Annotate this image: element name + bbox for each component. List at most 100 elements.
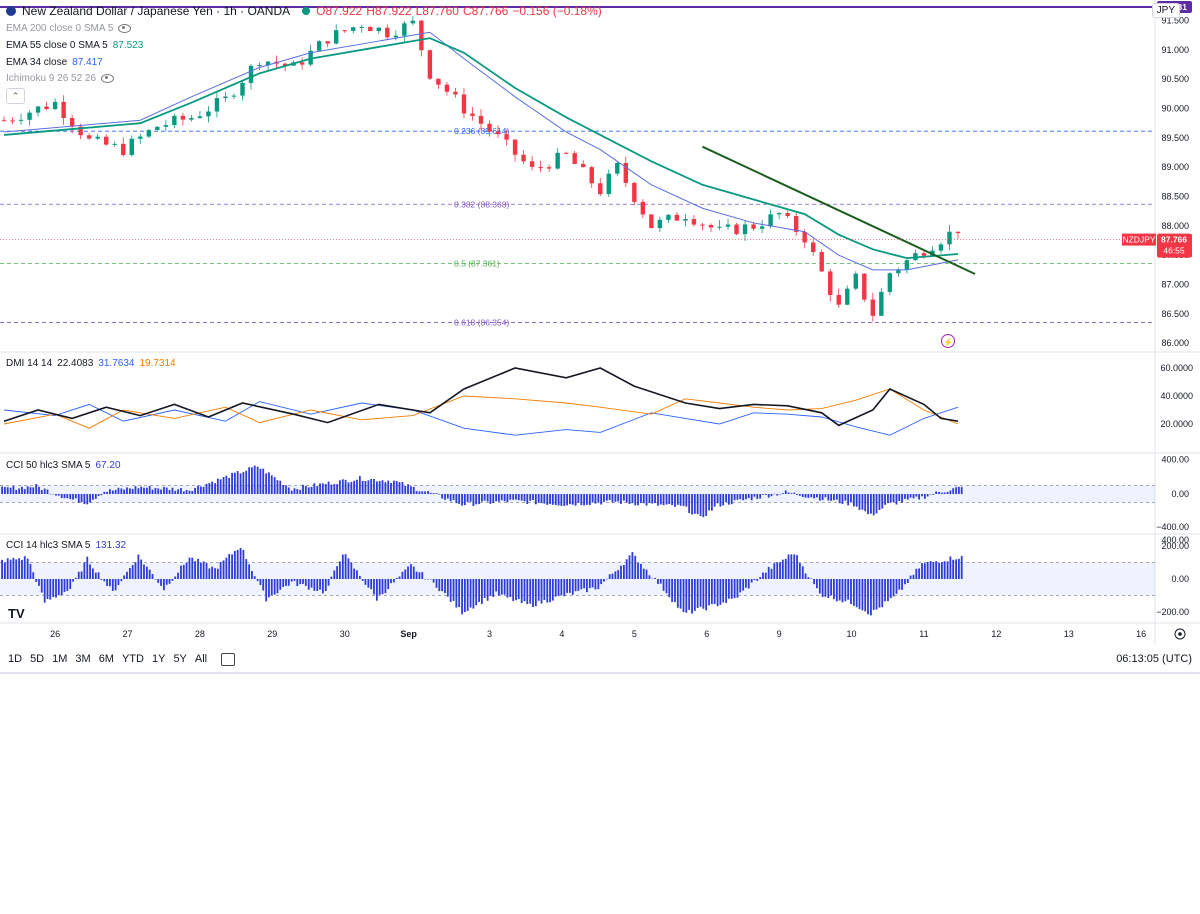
candle-body xyxy=(52,101,58,110)
cci14-bar xyxy=(324,579,327,592)
cci14-bar xyxy=(72,579,74,582)
cci14-bar xyxy=(515,579,517,601)
cci14-bar xyxy=(637,562,639,579)
cci50-bar xyxy=(898,494,901,502)
candle-body xyxy=(836,295,841,305)
cci14-bar xyxy=(361,579,364,581)
cci50-bar xyxy=(571,494,574,505)
cci50-bar xyxy=(55,494,57,496)
candle-body xyxy=(870,299,876,316)
cci14-bar xyxy=(321,579,324,594)
cci50-bar xyxy=(444,494,446,500)
cci50-bar xyxy=(63,494,66,499)
cci50-bar xyxy=(384,482,387,494)
legend-dmi[interactable]: DMI 14 14 22.4083 31.7634 19.7314 xyxy=(6,358,176,369)
cci14-tick-label: 0.00 xyxy=(1171,574,1189,584)
cci50-bar xyxy=(40,490,43,494)
symbol-title[interactable]: New Zealand Dollar / Japanese Yen · 1h ·… xyxy=(22,4,291,18)
cci14-bar xyxy=(756,579,759,581)
cci14-bar xyxy=(299,579,302,585)
candle-body xyxy=(1,120,7,122)
cci14-bar xyxy=(469,579,472,608)
cci50-bar xyxy=(506,494,509,503)
cci50-bar xyxy=(523,494,526,502)
cci50-bar xyxy=(688,494,691,514)
range-1y-button[interactable]: 1Y xyxy=(151,653,166,665)
calendar-icon[interactable] xyxy=(221,652,236,666)
cci14-bar xyxy=(958,558,960,579)
cci14-bar xyxy=(708,579,710,606)
cci14-bar xyxy=(926,561,929,579)
cci14-bar xyxy=(566,579,568,593)
range-1m-button[interactable]: 1M xyxy=(52,653,68,665)
currency-button[interactable]: JPY xyxy=(1151,3,1180,18)
legend-cci50[interactable]: CCI 50 hlc3 SMA 5 67.20 xyxy=(6,460,121,471)
cci14-bar xyxy=(773,563,776,579)
price-tick-label: 90.500 xyxy=(1161,74,1189,84)
cci14-bar xyxy=(716,579,719,607)
range-1d-button[interactable]: 1D xyxy=(8,653,23,665)
candle-body xyxy=(172,115,177,126)
chart-header: New Zealand Dollar / Japanese Yen · 1h ·… xyxy=(0,0,606,22)
cci50-bar xyxy=(682,494,685,507)
range-5d-button[interactable]: 5D xyxy=(30,653,45,665)
cci50-bar xyxy=(242,472,245,494)
cci50-bar xyxy=(804,494,807,498)
legend-cci50-value: 67.20 xyxy=(95,460,121,471)
cci50-bar xyxy=(926,494,929,497)
legend-ema55[interactable]: EMA 55 close 0 SMA 5 87.523 xyxy=(6,40,143,51)
cci50-bar xyxy=(943,492,946,494)
cci50-bar xyxy=(23,489,26,494)
cci50-bar xyxy=(872,494,875,516)
bottom-toolbar: 1D 5D 1M 3M 6M YTD 1Y 5Y All 06:13:05 (U… xyxy=(0,648,1200,670)
cci50-bar xyxy=(659,494,662,505)
candle-body xyxy=(896,269,901,274)
collapse-legend-icon[interactable]: ⌃ xyxy=(6,88,25,104)
cci50-bar xyxy=(26,486,29,494)
range-6m-button[interactable]: 6M xyxy=(98,653,114,665)
cci50-bar xyxy=(787,492,790,494)
legend-ema34-label: EMA 34 close xyxy=(6,57,68,68)
candle-body xyxy=(231,95,237,97)
nzd-flag-icon xyxy=(6,6,16,16)
cci50-bar xyxy=(716,494,719,504)
candle-body xyxy=(725,224,731,227)
cci50-bar xyxy=(830,494,833,501)
candle-body xyxy=(904,260,910,270)
range-all-button[interactable]: All xyxy=(194,653,208,665)
cci50-bar xyxy=(46,489,49,494)
cci50-bar xyxy=(324,484,327,494)
cci14-bar xyxy=(231,554,233,579)
cci50-bar xyxy=(730,494,733,505)
cci50-tick-label: −400.00 xyxy=(1156,522,1189,532)
cci14-bar xyxy=(435,579,438,588)
legend-ichimoku[interactable]: Ichimoku 9 26 52 26 xyxy=(6,73,115,84)
time-tick-label: 26 xyxy=(50,629,60,639)
eye-icon[interactable] xyxy=(101,74,115,83)
cci14-bar xyxy=(815,579,818,589)
cci14-bar xyxy=(864,579,867,612)
cci14-bar xyxy=(222,560,225,579)
candle-body xyxy=(734,224,739,235)
cci50-bar xyxy=(568,494,571,505)
utc-clock[interactable]: 06:13:05 (UTC) xyxy=(1116,653,1192,665)
legend-ema200[interactable]: EMA 200 close 0 SMA 5 xyxy=(6,23,132,34)
range-5y-button[interactable]: 5Y xyxy=(173,653,187,665)
range-3m-button[interactable]: 3M xyxy=(75,653,91,665)
cci14-bar xyxy=(157,579,160,583)
range-ytd-button[interactable]: YTD xyxy=(121,653,144,665)
eye-icon[interactable] xyxy=(118,24,132,33)
cci14-bar xyxy=(446,579,449,597)
cci50-bar xyxy=(211,481,214,494)
lightning-icon xyxy=(941,334,955,348)
legend-ema34[interactable]: EMA 34 close 87.417 xyxy=(6,57,103,68)
cci14-bar xyxy=(160,579,162,586)
cci50-bar xyxy=(66,494,69,499)
cci50-bar xyxy=(353,480,356,494)
candle-body xyxy=(572,153,577,164)
cci14-bar xyxy=(901,579,903,590)
cci50-bar xyxy=(864,494,867,512)
legend-cci14[interactable]: CCI 14 hlc3 SMA 5 131.32 xyxy=(6,540,126,551)
cci14-bar xyxy=(657,579,659,585)
